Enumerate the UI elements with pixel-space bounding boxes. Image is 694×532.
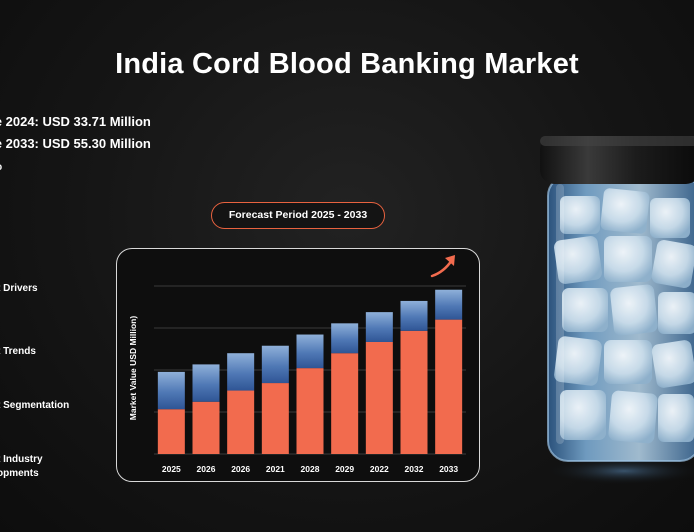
- y-axis-label: Market Value USD Million): [128, 316, 138, 421]
- bar-lower-2: [227, 390, 255, 454]
- side-item-trends: t Trends: [0, 346, 36, 357]
- side-item-industry: t Industry: [0, 454, 43, 465]
- x-tick-label: 2026: [197, 464, 216, 474]
- bar-upper-2: [227, 353, 255, 391]
- bar-lower-3: [261, 383, 289, 454]
- x-tick-label: 2032: [405, 464, 424, 474]
- side-item-developments: opments: [0, 468, 39, 479]
- chart-bars: [157, 289, 463, 454]
- x-tick-label: 2028: [301, 464, 320, 474]
- bar-chart: 2025 2026 2026 2021 2028 2029 2022 2032 2033 Mar…: [128, 255, 466, 474]
- x-tick-label: 2033: [439, 464, 458, 474]
- bar-lower-0: [157, 409, 185, 454]
- x-tick-labels: 2025 2026 2026 2021 2028 2029 2022 2032 2033: [162, 464, 459, 474]
- stat-value-2024: alue 2024: USD 33.71 Million: [0, 114, 151, 129]
- forecast-period-badge: Forecast Period 2025 - 2033: [211, 202, 385, 229]
- page-title: India Cord Blood Banking Market: [115, 48, 579, 80]
- side-item-drivers: t Drivers: [0, 283, 38, 294]
- x-tick-label: 2026: [231, 464, 250, 474]
- trend-arrow-head: [445, 255, 455, 266]
- bar-upper-5: [331, 323, 359, 354]
- x-tick-label: 2025: [162, 464, 181, 474]
- x-tick-label: 2029: [335, 464, 354, 474]
- bar-lower-7: [400, 330, 428, 454]
- bar-lower-4: [296, 368, 324, 454]
- stat-cagr: 20%: [0, 155, 151, 177]
- bar-upper-4: [296, 334, 324, 369]
- bar-lower-5: [331, 353, 359, 454]
- key-stats: alue 2024: USD 33.71 Million alue 2033: …: [0, 111, 151, 177]
- cord-blood-jar-image: [540, 136, 694, 485]
- bar-upper-0: [157, 371, 185, 410]
- bar-upper-3: [261, 345, 289, 384]
- bar-lower-6: [365, 342, 393, 454]
- bar-upper-7: [400, 300, 428, 331]
- x-tick-label: 2022: [370, 464, 389, 474]
- stat-value-2033: alue 2033: USD 55.30 Million: [0, 136, 151, 151]
- bar-upper-1: [192, 364, 220, 402]
- trend-arrow-icon: [430, 255, 455, 278]
- side-item-segmentation: t Segmentation: [0, 400, 70, 411]
- bar-upper-8: [435, 289, 463, 320]
- bar-lower-8: [435, 319, 463, 454]
- bar-lower-1: [192, 401, 220, 454]
- x-tick-label: 2021: [266, 464, 285, 474]
- trend-arrow-line: [430, 258, 454, 278]
- bar-upper-6: [365, 312, 393, 342]
